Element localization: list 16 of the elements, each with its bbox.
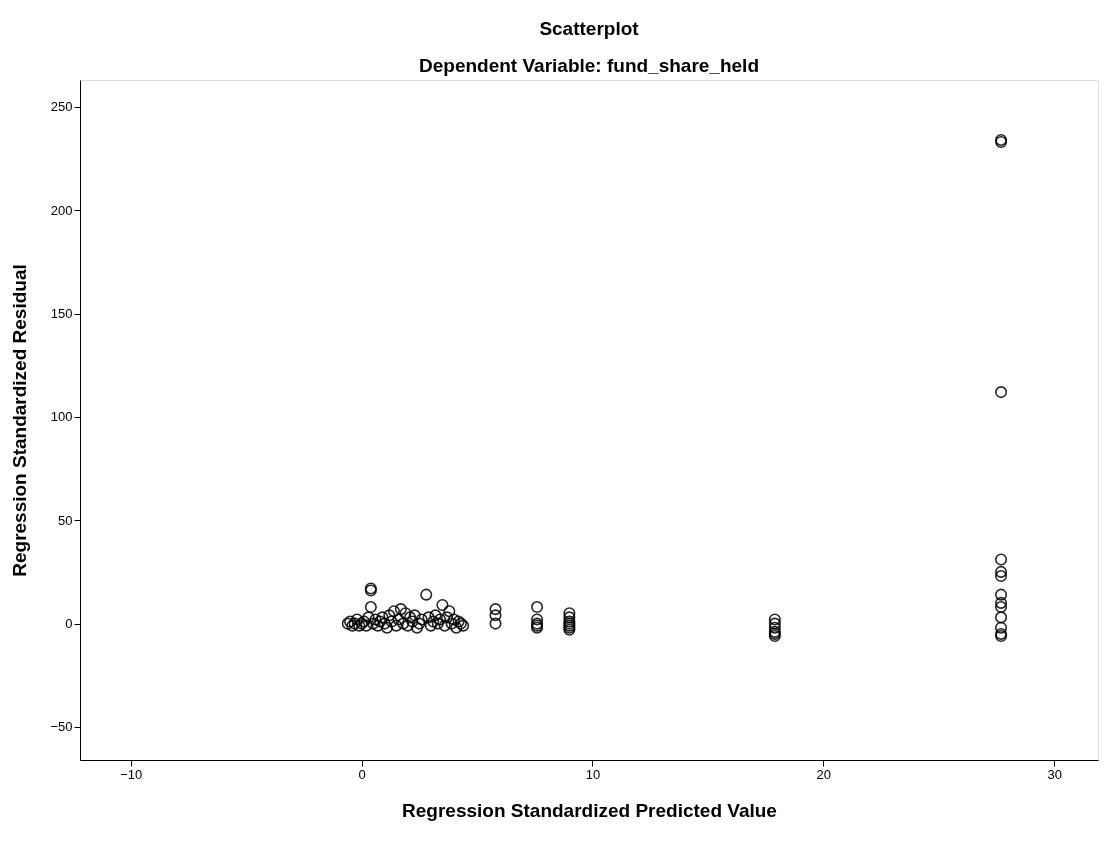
y-axis-title: Regression Standardized Residual bbox=[9, 264, 31, 577]
y-tick-label: 50 bbox=[58, 512, 73, 528]
chart-title: Scatterplot bbox=[539, 18, 640, 39]
y-tick-label: 150 bbox=[50, 306, 73, 322]
x-tick-label: 20 bbox=[816, 766, 832, 782]
y-tick-label: 250 bbox=[50, 99, 73, 115]
y-tick-label: −50 bbox=[50, 719, 73, 735]
x-tick-label: 10 bbox=[585, 766, 601, 782]
x-tick-label: 0 bbox=[358, 766, 366, 782]
y-tick-label: 100 bbox=[50, 409, 73, 425]
chart-subtitle: Dependent Variable: fund_share_held bbox=[419, 55, 759, 76]
y-tick-label: 0 bbox=[65, 616, 73, 632]
x-axis-title: Regression Standardized Predicted Value bbox=[402, 799, 777, 821]
x-tick-label: −10 bbox=[120, 766, 143, 782]
y-tick-label: 200 bbox=[50, 202, 73, 218]
x-tick-label: 30 bbox=[1047, 766, 1062, 782]
